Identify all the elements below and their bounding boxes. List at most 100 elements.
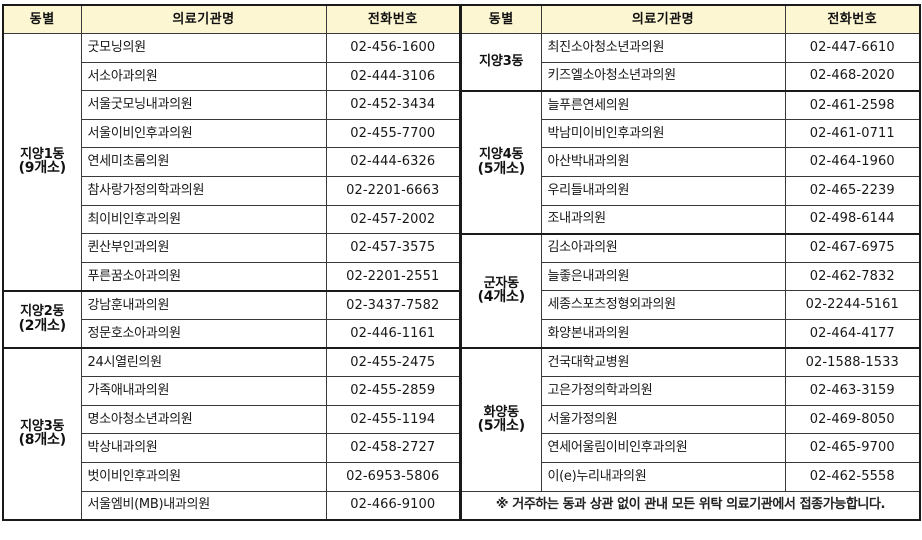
institution-phone-cell: 02-452-3434 <box>325 90 461 120</box>
table-row: 군자동 (4개소) 김소아과의원 02-467-6975 <box>460 232 921 349</box>
dong-name: 지양3동 <box>479 54 524 70</box>
institution-name-cell: 최이비인후과의원 <box>80 204 327 235</box>
institution-phone-cell: 02-444-3106 <box>325 61 461 92</box>
institution-name-cell: 최진소아청소년과의원 <box>540 33 786 63</box>
left-table-header: 동별 의료기관명 전화번호 <box>2 4 461 35</box>
dong-group-cell: 군자동 (4개소) <box>460 232 542 349</box>
left-table-panel: 동별 의료기관명 전화번호 지양1동 (9개소) 굿모닝의원 02-456-1600 서… <box>2 4 461 521</box>
institution-phone-cell: 02-457-3575 <box>325 233 461 263</box>
column-header-phone: 전화번호 <box>325 4 461 35</box>
institution-name-cell: 조내과의원 <box>540 204 786 235</box>
institution-phone-cell: 02-467-6975 <box>784 232 921 263</box>
institution-phone-cell: 02-456-1600 <box>325 33 461 63</box>
institution-phone-cell: 02-3437-7582 <box>325 289 461 321</box>
institution-name-cell: 벗이비인후과의원 <box>80 462 327 492</box>
institution-phone-cell: 02-457-2002 <box>325 204 461 235</box>
table-row: 세종스포츠정형외과의원 02-2244-5161 <box>461 290 921 321</box>
institution-name-cell: 서울엠비(MB)내과의원 <box>80 490 327 521</box>
table-row: 가족애내과의원 02-455-2859 <box>3 376 461 406</box>
institution-phone-cell: 02-6953-5806 <box>325 462 461 492</box>
table-row: 정문호소아과의원 02-446-1161 <box>3 319 461 349</box>
right-table: 동별 의료기관명 전화번호 지양3동 최진소아청소년과의원 02-447-6610 키… <box>460 4 921 521</box>
header-row: 동별 의료기관명 전화번호 <box>460 4 921 35</box>
table-row: 조내과의원 02-498-6144 <box>461 204 921 235</box>
column-header-name: 의료기관명 <box>540 4 786 35</box>
table-row: 이(e)누리내과의원 02-462-5558 <box>461 462 921 492</box>
table-row: 서울엠비(MB)내과의원 02-466-9100 <box>3 490 461 521</box>
institution-name-cell: 늘푸른연세의원 <box>540 89 786 120</box>
table-row: 키즈엘소아청소년과의원 02-468-2020 <box>461 61 921 92</box>
institution-name-cell: 늘좋은내과의원 <box>540 261 786 292</box>
column-header-dong: 동별 <box>460 4 542 35</box>
table-row: 아산박내과의원 02-464-1960 <box>461 147 921 178</box>
institution-phone-cell: 02-464-4177 <box>784 319 921 349</box>
table-row: 연세미초롬의원 02-444-6326 <box>3 147 461 178</box>
institution-phone-cell: 02-469-8050 <box>784 404 921 435</box>
institution-phone-cell: 02-1588-1533 <box>784 347 921 378</box>
institution-phone-cell: 02-2201-2551 <box>325 261 461 292</box>
dong-count: (2개소) <box>18 318 67 334</box>
institution-name-cell: 참사랑가정의학과의원 <box>80 176 327 206</box>
dong-name: 지양1동 <box>20 146 65 162</box>
institution-name-cell: 퀸산부인과의원 <box>80 233 327 263</box>
institution-phone-cell: 02-444-6326 <box>325 147 461 178</box>
dong-count: (5개소) <box>477 160 526 177</box>
dong-name: 군자동 <box>483 275 519 291</box>
institution-name-cell: 정문호소아과의원 <box>80 319 327 349</box>
left-table: 동별 의료기관명 전화번호 지양1동 (9개소) 굿모닝의원 02-456-1600 서… <box>2 4 461 521</box>
table-row: 벗이비인후과의원 02-6953-5806 <box>3 462 461 492</box>
dong-count: (8개소) <box>18 432 67 449</box>
institution-phone-cell: 02-455-1194 <box>325 404 461 435</box>
institution-name-cell: 명소아청소년과의원 <box>80 404 327 435</box>
institution-name-cell: 우리들내과의원 <box>540 176 786 206</box>
institution-name-cell: 박남미이비인후과의원 <box>540 118 786 149</box>
institution-name-cell: 가족애내과의원 <box>80 376 327 406</box>
dong-group-cell: 화양동 (5개소) <box>460 347 542 492</box>
institution-phone-cell: 02-2244-5161 <box>784 290 921 321</box>
institution-phone-cell: 02-447-6610 <box>784 33 921 63</box>
footnote-text: ※ 거주하는 동과 상관 없이 관내 모든 위탁 의료기관에서 접종가능합니다. <box>460 490 921 521</box>
institution-name-cell: 서울가정의원 <box>540 404 786 435</box>
left-table-body: 지양1동 (9개소) 굿모닝의원 02-456-1600 서소아과의원 02-444-31… <box>2 33 461 521</box>
column-header-dong: 동별 <box>2 4 82 35</box>
institution-phone-cell: 02-463-3159 <box>784 376 921 406</box>
institution-name-cell: 푸른꿈소아과의원 <box>80 261 327 292</box>
institution-phone-cell: 02-455-2859 <box>325 376 461 406</box>
institution-phone-cell: 02-461-0711 <box>784 118 921 149</box>
table-row: 서울굿모닝내과의원 02-452-3434 <box>3 90 461 120</box>
table-row: 명소아청소년과의원 02-455-1194 <box>3 404 461 435</box>
institution-phone-cell: 02-465-9700 <box>784 433 921 463</box>
dong-name: 지양4동 <box>479 147 524 163</box>
table-row: 화양본내과의원 02-464-4177 <box>461 319 921 349</box>
institution-phone-cell: 02-458-2727 <box>325 433 461 463</box>
institution-phone-cell: 02-455-7700 <box>325 118 461 149</box>
right-table-header: 동별 의료기관명 전화번호 <box>460 4 921 35</box>
dong-count: (5개소) <box>477 418 526 435</box>
table-row: 지양2동 (2개소) 강남훈내과의원 02-3437-7582 <box>2 289 461 349</box>
institution-name-cell: 24시열린의원 <box>80 347 327 378</box>
header-row: 동별 의료기관명 전화번호 <box>2 4 461 35</box>
table-row: 연세어울림이비인후과의원 02-465-9700 <box>461 433 921 463</box>
institution-name-cell: 이(e)누리내과의원 <box>540 462 786 492</box>
institution-phone-cell: 02-468-2020 <box>784 61 921 92</box>
institution-phone-cell: 02-455-2475 <box>325 347 461 378</box>
column-header-phone: 전화번호 <box>784 4 921 35</box>
dong-group-cell: 지양1동 (9개소) <box>2 33 82 292</box>
institution-phone-cell: 02-465-2239 <box>784 176 921 206</box>
dong-group-cell: 지양2동 (2개소) <box>2 289 82 349</box>
institution-name-cell: 서소아과의원 <box>80 61 327 92</box>
table-row: 지양3동 (8개소) 24시열린의원 02-455-2475 <box>2 347 461 521</box>
institution-name-cell: 화양본내과의원 <box>540 319 786 349</box>
institution-phone-cell: 02-466-9100 <box>325 490 461 521</box>
institution-phone-cell: 02-461-2598 <box>784 89 921 120</box>
dong-group-cell: 지양4동 (5개소) <box>460 89 542 235</box>
dong-count: (4개소) <box>477 289 526 306</box>
footnote-row: ※ 거주하는 동과 상관 없이 관내 모든 위탁 의료기관에서 접종가능합니다. <box>460 490 921 521</box>
dong-name: 지양2동 <box>20 304 65 320</box>
table-row: 화양동 (5개소) 건국대학교병원 02-1588-1533 <box>460 347 921 492</box>
institution-name-cell: 서울이비인후과의원 <box>80 118 327 149</box>
table-row: 최이비인후과의원 02-457-2002 <box>3 204 461 235</box>
institution-name-cell: 세종스포츠정형외과의원 <box>540 290 786 321</box>
right-table-panel: 동별 의료기관명 전화번호 지양3동 최진소아청소년과의원 02-447-6610 키… <box>460 4 921 521</box>
